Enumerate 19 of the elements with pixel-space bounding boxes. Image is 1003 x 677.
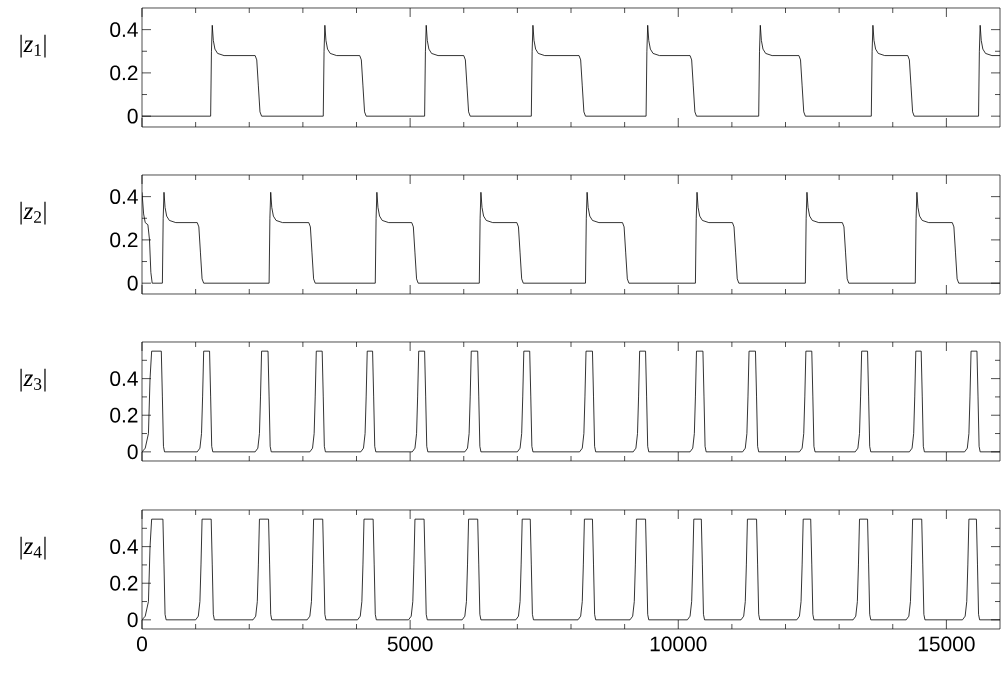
y-tick-label: 0: [127, 612, 138, 628]
x-tick-label: 15000: [918, 636, 975, 652]
y-axis-title: |z$_{3}$|: [20, 368, 46, 392]
y-tick-label: 0: [127, 275, 138, 291]
y-tick-label: 0.4: [110, 22, 138, 38]
x-tick-label: 5000: [387, 636, 433, 652]
y-tick-label: 0.2: [110, 575, 138, 591]
y-axis-title: |z$_{1}$|: [20, 34, 46, 58]
y-axis-title: |z$_{2}$|: [20, 201, 46, 225]
y-tick-label: 0: [127, 108, 138, 124]
x-tick-label: 10000: [650, 636, 707, 652]
y-tick-label: 0.2: [110, 65, 138, 81]
y-tick-label: 0: [127, 444, 138, 460]
y-tick-label: 0.4: [110, 189, 138, 205]
y-tick-label: 0.2: [110, 407, 138, 423]
y-tick-label: 0.2: [110, 232, 138, 248]
y-tick-label: 0.4: [110, 371, 138, 387]
y-axis-title: |z$_{4}$|: [20, 536, 46, 560]
y-tick-label: 0.4: [110, 539, 138, 555]
